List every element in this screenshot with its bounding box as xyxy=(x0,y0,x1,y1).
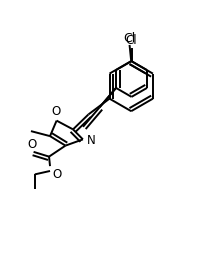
Text: O: O xyxy=(27,138,36,151)
Text: N: N xyxy=(87,134,96,147)
Text: Cl: Cl xyxy=(126,34,137,47)
Text: Cl: Cl xyxy=(124,32,136,45)
Text: O: O xyxy=(52,168,61,181)
Text: O: O xyxy=(51,105,60,118)
